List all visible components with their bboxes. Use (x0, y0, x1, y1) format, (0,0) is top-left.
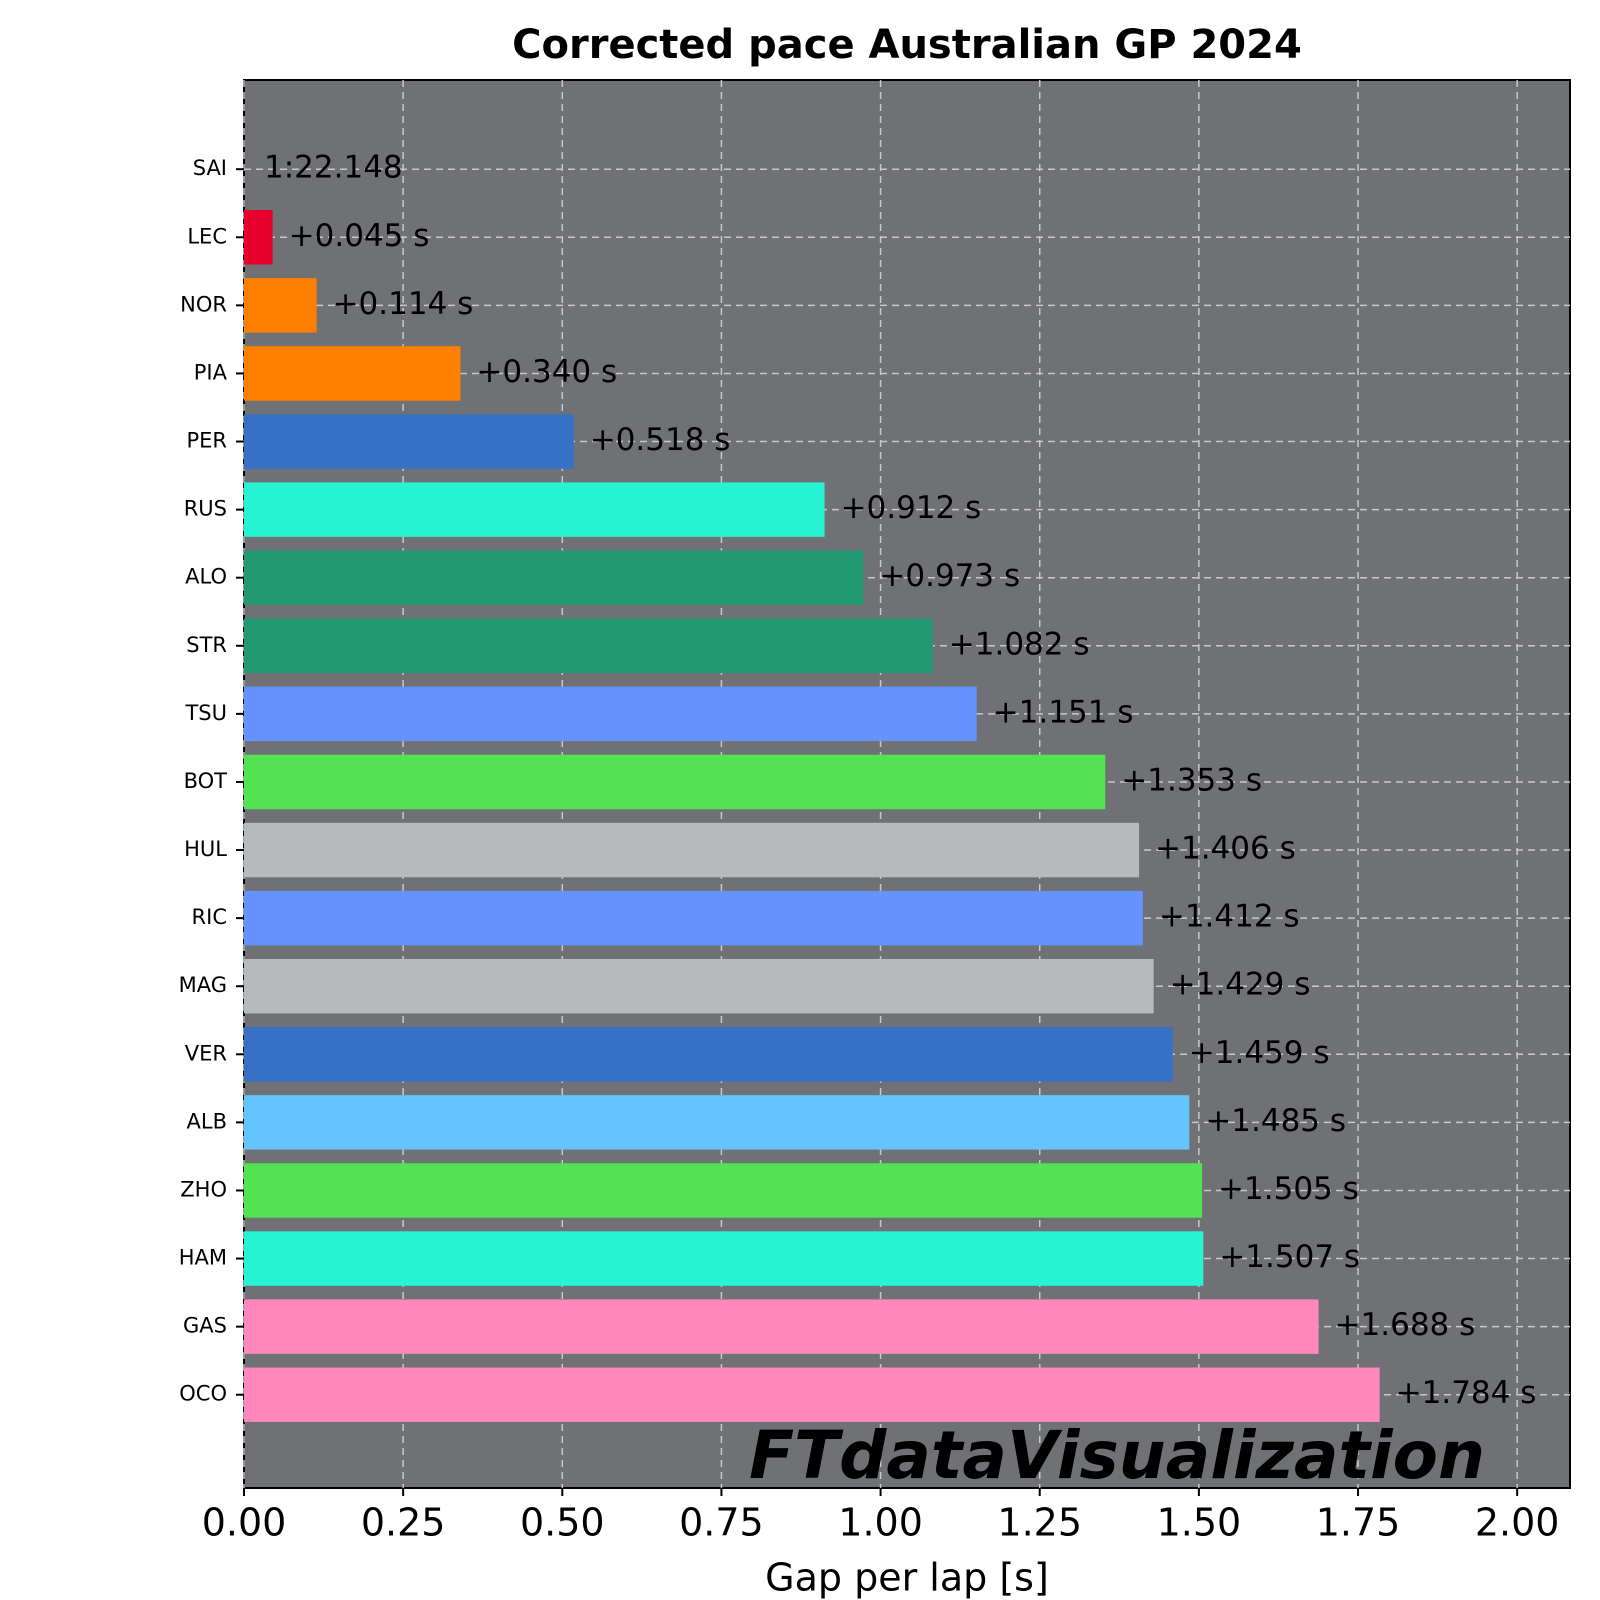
value-label: +1.406 s (1155, 831, 1296, 867)
plot-layer: 0.00 0.25 0.50 0.75 1.00 1.25 1.50 1.75 2.00 SAI L… (179, 80, 1570, 1545)
value-label: +1.784 s (1396, 1375, 1537, 1411)
y-tick-label: OCO (179, 1382, 227, 1406)
value-label: +1.082 s (949, 626, 1090, 662)
bar (244, 1367, 1380, 1422)
x-tick-label: 0.00 (202, 1501, 287, 1545)
value-label: +0.340 s (476, 354, 617, 390)
y-tick-label: BOT (184, 769, 228, 793)
value-label: +0.973 s (879, 558, 1020, 594)
watermark: FTdataVisualization (749, 1417, 1485, 1494)
y-tick-label: SAI (193, 156, 227, 180)
y-tick-label: PER (186, 429, 227, 453)
bar (244, 754, 1106, 810)
value-label: +1.505 s (1218, 1171, 1359, 1207)
bar (244, 890, 1143, 946)
value-label: +1.412 s (1159, 899, 1300, 935)
bar (244, 618, 933, 674)
y-tick-label: ZHO (180, 1177, 227, 1201)
value-label: +0.912 s (841, 490, 982, 526)
bar (244, 210, 273, 265)
chart-title: Corrected pace Australian GP 2024 (512, 22, 1302, 68)
bar (244, 1027, 1173, 1082)
x-tick-label: 0.25 (361, 1501, 446, 1545)
y-tick-label: MAG (179, 973, 227, 997)
y-tick-label: GAS (183, 1314, 227, 1338)
value-label: +1.459 s (1189, 1035, 1330, 1071)
bar (244, 346, 461, 401)
y-tick-label: TSU (184, 701, 227, 725)
value-label: +1.151 s (993, 694, 1134, 730)
y-tick-label: RIC (192, 905, 227, 929)
value-label: +1.507 s (1219, 1239, 1360, 1275)
bar (244, 1299, 1319, 1354)
y-tick-label: HUL (184, 837, 227, 861)
bar (244, 958, 1154, 1014)
x-tick-label: 0.75 (679, 1501, 764, 1545)
bar (244, 482, 825, 537)
y-tick-label: HAM (179, 1246, 227, 1270)
y-tick-label: PIA (194, 360, 228, 384)
y-tick-label: STR (186, 633, 227, 657)
bar (244, 414, 574, 469)
x-tick-label: 2.00 (1475, 1501, 1560, 1545)
x-tick-label: 1.00 (838, 1501, 923, 1545)
bar (244, 1231, 1204, 1286)
bar (244, 822, 1140, 878)
bar (244, 1163, 1203, 1218)
value-label: +0.045 s (289, 218, 430, 254)
y-tick-label: ALB (187, 1109, 227, 1133)
value-label: +0.114 s (333, 286, 474, 322)
bar (244, 1095, 1190, 1150)
bar (244, 686, 977, 742)
y-tick-label: VER (185, 1041, 227, 1065)
x-tick-label: 1.25 (997, 1501, 1082, 1545)
x-tick-label: 1.75 (1316, 1501, 1401, 1545)
x-tick-label: 0.50 (520, 1501, 605, 1545)
y-tick-label: RUS (184, 497, 227, 521)
x-tick-label: 1.50 (1157, 1501, 1242, 1545)
value-label: +1.485 s (1205, 1103, 1346, 1139)
bar (244, 278, 317, 333)
value-label: +1.688 s (1335, 1307, 1476, 1343)
value-label: +1.429 s (1170, 967, 1311, 1003)
y-tick-label: NOR (180, 292, 227, 316)
reference-label: 1:22.148 (264, 150, 403, 186)
y-tick-label: ALO (185, 565, 227, 589)
x-axis-label: Gap per lap [s] (765, 1556, 1049, 1600)
y-tick-label: LEC (187, 224, 227, 248)
value-label: +0.518 s (590, 422, 731, 458)
value-label: +1.353 s (1121, 762, 1262, 798)
bar (244, 550, 864, 605)
